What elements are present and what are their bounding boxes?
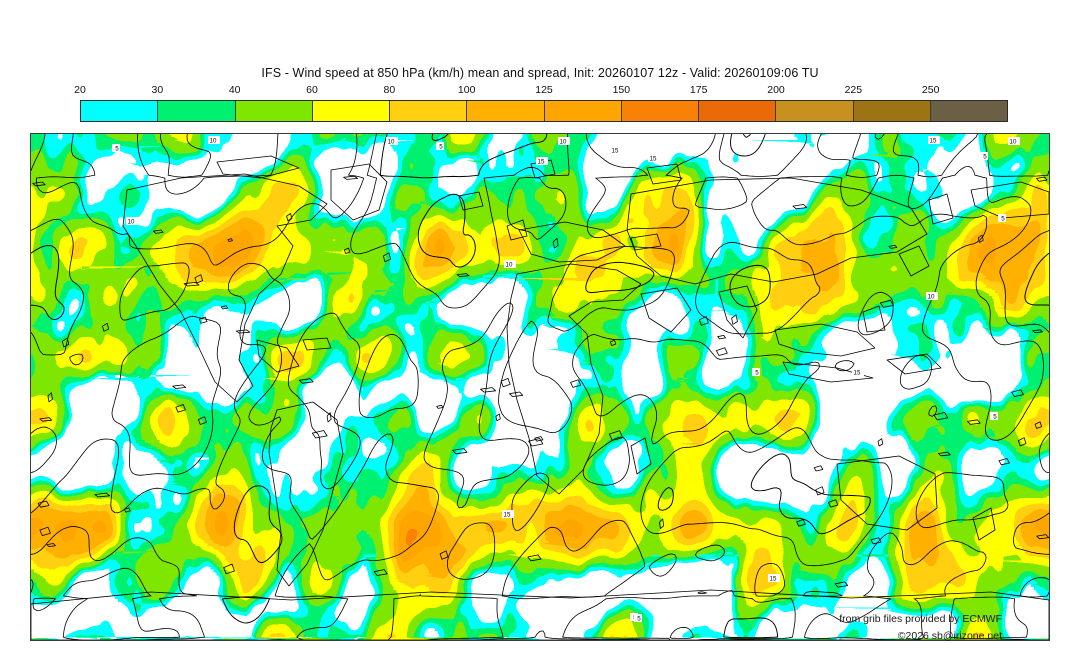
map-canvas[interactable]: 105105101515151510510105510155515515 — [30, 133, 1050, 641]
contour-label-10-9: 10 — [1010, 139, 1017, 146]
colorbar-band-100-125 — [466, 101, 543, 121]
colorbar-tick-40: 40 — [229, 84, 241, 96]
colorbar-tick-labels: 20 30 40 60 80 100 125 150 175 200 225 250 — [80, 84, 1008, 100]
contour-label-15-21: 15 — [770, 576, 777, 583]
contour-label-10-11: 10 — [128, 219, 135, 226]
contour-label-10-12: 10 — [506, 262, 513, 269]
contour-label-15-8: 15 — [930, 138, 937, 145]
colorbar-band-250+ — [930, 101, 1007, 121]
contour-label-5-3: 5 — [439, 144, 443, 151]
colorbar-tick-30: 30 — [151, 84, 163, 96]
colorbar-band-150-175 — [621, 101, 698, 121]
contour-label-10-0: 10 — [210, 138, 217, 145]
colorbar-tick-175: 175 — [690, 84, 708, 96]
colorbar-band-30-40 — [157, 101, 234, 121]
colorbar-tick-100: 100 — [458, 84, 476, 96]
contour-label-5-20: 5 — [637, 616, 641, 623]
colorbar-tick-150: 150 — [613, 84, 631, 96]
contour-label-15-7: 15 — [650, 156, 657, 163]
colorbar-band-20-30 — [81, 101, 157, 121]
colorbar-tick-125: 125 — [535, 84, 553, 96]
colorbar-band-175-200 — [698, 101, 775, 121]
contour-label-10-15: 10 — [928, 294, 935, 301]
contour-label-15-19: 15 — [504, 512, 511, 519]
contour-label-5-17: 5 — [755, 370, 759, 377]
map-svg: 105105101515151510510105510155515515 — [31, 134, 1049, 640]
colorbar-band-40-60 — [235, 101, 312, 121]
colorbar-tick-200: 200 — [767, 84, 785, 96]
page-title: IFS - Wind speed at 850 hPa (km/h) mean … — [0, 66, 1080, 80]
contour-label-15-16: 15 — [854, 370, 861, 377]
colorbar-band-125-150 — [544, 101, 621, 121]
contour-label-5-10: 5 — [983, 154, 987, 161]
colorbar: 20 30 40 60 80 100 125 150 175 200 225 250 — [80, 84, 1008, 122]
colorbar-band-60-80 — [312, 101, 389, 121]
colorbar-tick-250: 250 — [922, 84, 940, 96]
contour-label-10-4: 10 — [560, 139, 567, 146]
contour-label-15-5: 15 — [538, 159, 545, 166]
source-credit: from grib files provided by ECMWF — [839, 613, 1002, 625]
colorbar-tick-225: 225 — [845, 84, 863, 96]
colorbar-band-200-225 — [775, 101, 852, 121]
colorbar-band-225-250 — [853, 101, 930, 121]
colorbar-tick-20: 20 — [74, 84, 86, 96]
contour-label-5-1: 5 — [115, 146, 119, 153]
contour-label-5-14: 5 — [993, 414, 997, 421]
colorbar-tick-80: 80 — [383, 84, 395, 96]
copyright-credit: ©2026 sb@irizone.net — [898, 630, 1002, 642]
colorbar-band-80-100 — [389, 101, 466, 121]
contour-label-15-6: 15 — [612, 148, 619, 155]
contour-label-5-13: 5 — [1001, 216, 1005, 223]
contour-label-10-2: 10 — [388, 139, 395, 146]
colorbar-swatches — [80, 100, 1008, 122]
colorbar-tick-60: 60 — [306, 84, 318, 96]
